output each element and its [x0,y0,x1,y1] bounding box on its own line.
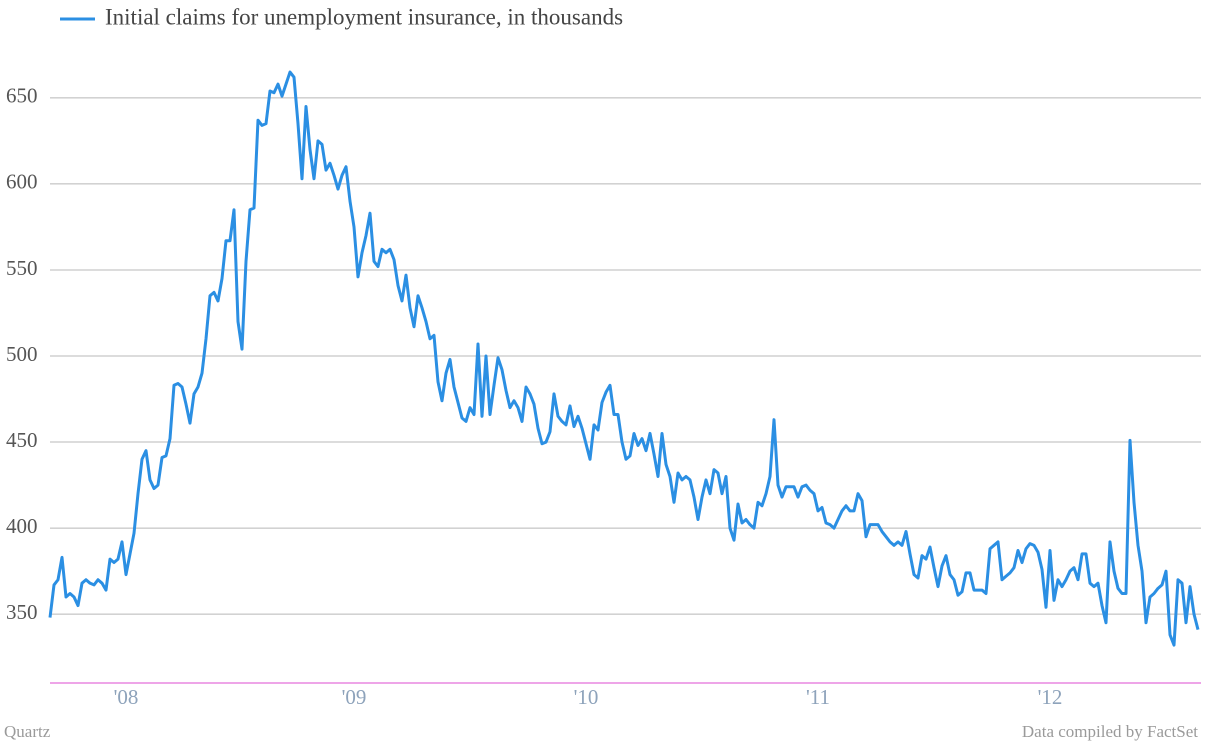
y-tick-label: 500 [6,342,38,366]
x-tick-label: '12 [1038,685,1063,709]
x-tick-label: '11 [806,685,830,709]
x-tick-label: '10 [574,685,599,709]
y-tick-label: 650 [6,84,38,108]
source: Data compiled by FactSet [1022,722,1198,741]
y-tick-label: 350 [6,600,38,624]
credit: Quartz [4,722,51,741]
x-tick-label: '08 [114,685,139,709]
y-tick-label: 550 [6,256,38,280]
x-tick-label: '09 [342,685,367,709]
y-tick-label: 600 [6,170,38,194]
y-tick-label: 450 [6,428,38,452]
legend-item: Initial claims for unemployment insuranc… [60,4,623,29]
legend-label: Initial claims for unemployment insuranc… [105,4,623,29]
data-line [48,70,1200,647]
y-tick-label: 400 [6,514,38,538]
